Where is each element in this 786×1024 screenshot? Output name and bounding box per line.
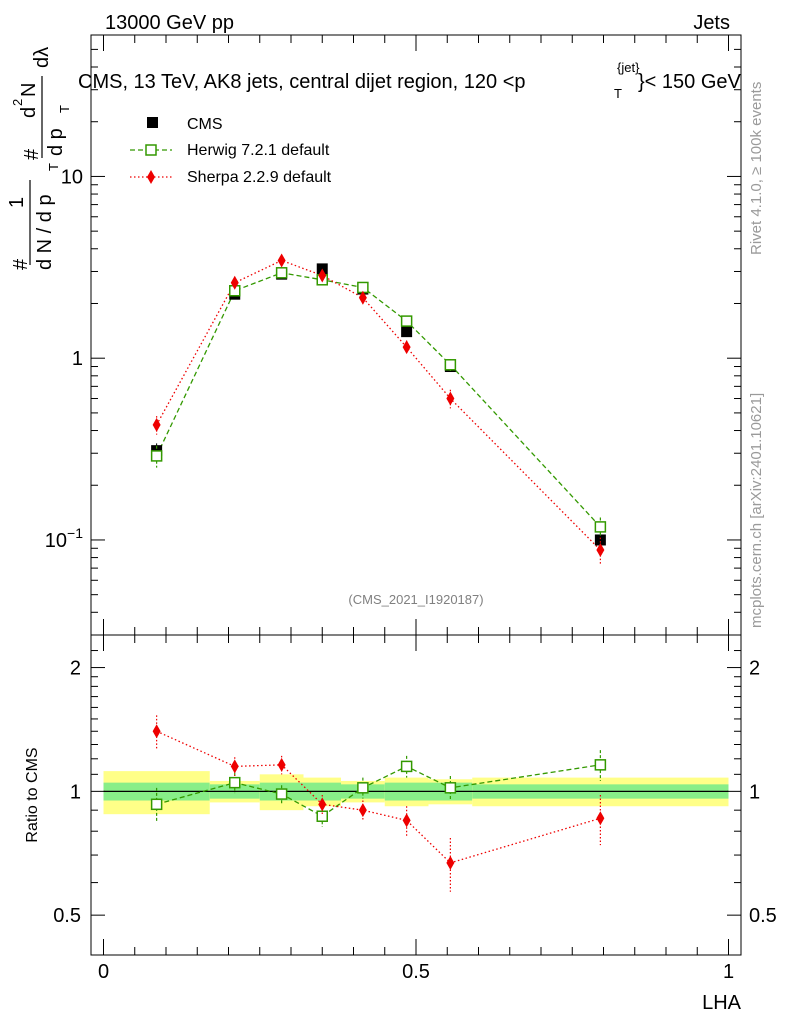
ylabel-denominator-2-sub: T — [57, 105, 72, 113]
main-line-sherpa — [156, 259, 601, 551]
sherpa-point — [277, 253, 286, 268]
ratio-panel: 0.5 0.5 1 1 2 2 0 0.5 1 — [53, 634, 777, 983]
main-line-herwig — [156, 272, 601, 528]
ratio-line-sherpa — [156, 730, 601, 864]
ratio-herwig-point — [275, 788, 288, 800]
xaxis-label: LHA — [702, 992, 742, 1014]
legend-label-herwig: Herwig 7.2.1 default — [187, 142, 330, 159]
ratio-sherpa-point — [230, 759, 239, 774]
main-series — [150, 253, 607, 565]
title-sub: T — [614, 86, 622, 101]
ratio-ylabel: Ratio to CMS — [24, 747, 41, 842]
ylabel-denominator-1: d N / d p — [34, 194, 56, 270]
ratio-herwig-point — [444, 782, 457, 794]
analysis-id: (CMS_2021_I1920187) — [348, 592, 483, 607]
ratio-ytick-label: 1 — [70, 781, 81, 803]
legend-label-cms: CMS — [187, 116, 223, 133]
rivet-watermark: Rivet 4.1.0, ≥ 100k events — [748, 82, 765, 255]
ratio-herwig-point — [400, 760, 413, 773]
ratio-sherpa-point — [358, 803, 367, 818]
ratio-ytick-label-right: 2 — [749, 658, 760, 680]
herwig-point — [444, 359, 457, 371]
ylabel-numerator-2b: N — [18, 83, 40, 97]
ratio-sherpa-point — [152, 724, 161, 739]
main-axes: 10−1 1 10 — [45, 34, 741, 636]
main-panel: 10−1 1 10 — [45, 34, 742, 636]
main-yaxis-label: # 1 d N / d p T # d 2 N d p T dλ — [6, 47, 72, 270]
sherpa-point — [230, 275, 239, 290]
title-main: CMS, 13 TeV, AK8 jets, central dijet reg… — [78, 71, 526, 93]
main-ytick-label: 10−1 — [45, 525, 83, 552]
legend-marker-cms — [147, 117, 158, 128]
mcplots-watermark: mcplots.cern.ch [arXiv:2401.10621] — [748, 393, 765, 628]
ylabel-hash-2: # — [21, 148, 43, 160]
plot-title: CMS, 13 TeV, AK8 jets, central dijet reg… — [78, 60, 742, 101]
legend-marker-sherpa — [147, 170, 155, 184]
ratio-axes: 0.5 0.5 1 1 2 2 0 0.5 1 — [53, 635, 777, 983]
sherpa-point — [446, 391, 455, 406]
channel-label: Jets — [693, 12, 730, 34]
cms-point — [594, 534, 606, 546]
ylabel-dlambda: dλ — [31, 47, 53, 68]
cms-point — [401, 326, 413, 338]
ratio-ytick-label-right: 1 — [749, 781, 760, 803]
sherpa-point — [402, 340, 411, 355]
ylabel-numerator-1: 1 — [6, 197, 28, 208]
title-end: }< 150 GeV — [638, 71, 742, 93]
herwig-point — [150, 450, 163, 462]
sherpa-point — [596, 543, 605, 558]
xtick-label: 1 — [723, 961, 734, 983]
ratio-sherpa-point — [596, 811, 605, 826]
ratio-sherpa-point — [318, 797, 327, 812]
legend-label-sherpa: Sherpa 2.2.9 default — [187, 169, 332, 186]
ylabel-numerator-2a: d — [18, 107, 40, 118]
sherpa-point — [318, 268, 327, 283]
ylabel-numerator-2-sup: 2 — [10, 99, 25, 106]
legend-marker-herwig — [145, 144, 157, 156]
ratio-line-herwig — [156, 764, 601, 817]
ratio-sherpa-point — [402, 813, 411, 828]
ratio-herwig-point — [150, 798, 163, 811]
main-ytick-label: 1 — [72, 348, 83, 370]
xtick-label: 0.5 — [402, 961, 430, 983]
ratio-ytick-label: 0.5 — [53, 905, 81, 927]
herwig-point — [275, 267, 288, 279]
ratio-sherpa-point — [446, 855, 455, 870]
ratio-ytick-label: 2 — [70, 658, 81, 680]
ylabel-denominator-1-sub: T — [46, 163, 61, 171]
ratio-ytick-label-right: 0.5 — [749, 905, 777, 927]
ratio-frame — [90, 634, 742, 956]
ylabel-denominator-2: d p — [45, 128, 67, 156]
sherpa-point — [358, 290, 367, 305]
herwig-point — [594, 521, 607, 533]
ylabel-hash-1: # — [10, 258, 32, 270]
ratio-herwig-point — [229, 776, 241, 789]
ratio-sherpa-point — [277, 757, 286, 772]
energy-label: 13000 GeV pp — [105, 12, 234, 34]
legend: CMS Herwig 7.2.1 default Sherpa 2.2.9 de… — [130, 116, 332, 186]
ratio-herwig-point — [594, 759, 607, 771]
main-ytick-label: 10 — [61, 166, 83, 188]
sherpa-point — [152, 417, 161, 432]
title-sup: {jet} — [617, 60, 640, 75]
ratio-herwig-point — [357, 782, 369, 794]
herwig-point — [400, 315, 413, 327]
ratio-series — [150, 715, 607, 892]
xtick-label: 0 — [98, 961, 109, 983]
